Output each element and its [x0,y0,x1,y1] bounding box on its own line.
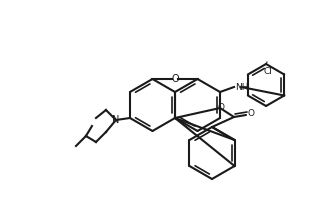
Text: O: O [248,110,255,118]
Text: Cl: Cl [264,67,273,76]
Text: N: N [112,115,120,125]
Text: O: O [171,74,179,84]
Text: NH: NH [235,82,248,92]
Text: O: O [218,102,225,112]
